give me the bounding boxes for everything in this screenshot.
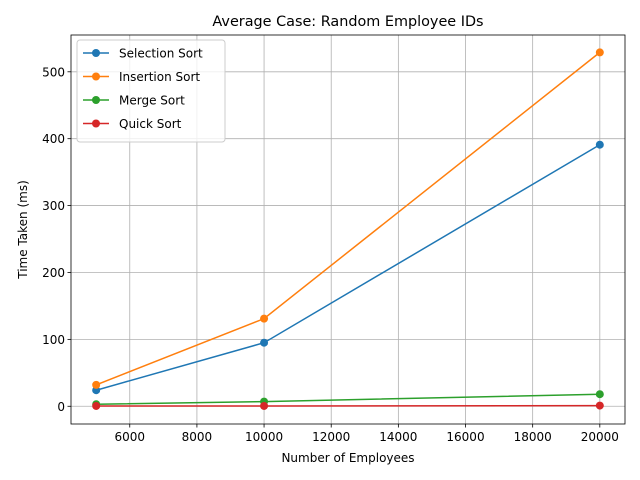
data-point-quick-sort [92,401,101,410]
legend-label-merge-sort: Merge Sort [119,94,185,108]
legend-box [76,39,226,143]
y-axis-label: Time Taken (ms) [16,180,30,280]
data-point-merge-sort [595,390,604,399]
x-tick-label: 14000 [379,430,417,444]
x-tick-label: 20000 [581,430,619,444]
y-tick-label: 200 [42,266,65,280]
x-tick-label: 16000 [446,430,484,444]
legend-marker-selection-sort [92,49,100,57]
legend-marker-merge-sort [92,96,100,104]
chart-title: Average Case: Random Employee IDs [212,14,483,30]
axis-ticks: 6000 8000 10000 12000 14000 16000 18000 20000 0 1… [42,65,619,444]
legend-label-selection-sort: Selection Sort [119,47,203,61]
x-tick-label: 8000 [182,430,213,444]
legend-marker-insertion-sort [92,72,100,81]
series-group [92,48,604,410]
x-tick-label: 10000 [245,430,283,444]
series-insertion-sort [92,48,604,389]
y-tick-label: 100 [42,333,65,347]
legend-marker-quick-sort [92,119,100,128]
legend-label-insertion-sort: Insertion Sort [119,70,200,84]
series-selection-sort [92,140,604,395]
legend-label-quick-sort: Quick Sort [119,117,182,131]
data-point-insertion-sort [92,380,101,389]
plot-area-frame [70,34,626,425]
data-point-selection-sort [260,338,269,347]
data-point-quick-sort [595,401,604,410]
y-tick-label: 300 [42,199,65,213]
x-tick-label: 12000 [312,430,350,444]
series-quick-sort [92,401,604,410]
data-point-selection-sort [595,140,604,149]
data-point-insertion-sort [260,314,269,323]
y-tick-label: 500 [42,65,65,79]
y-tick-label: 0 [57,400,65,414]
x-tick-label: 6000 [114,430,145,444]
x-tick-label: 18000 [514,430,552,444]
data-point-quick-sort [260,401,269,410]
x-axis-label: Number of Employees [281,451,414,465]
data-point-insertion-sort [595,48,604,57]
y-tick-label: 400 [42,132,65,146]
legend: Selection Sort Insertion Sort Merge Sort Qu… [76,39,226,143]
